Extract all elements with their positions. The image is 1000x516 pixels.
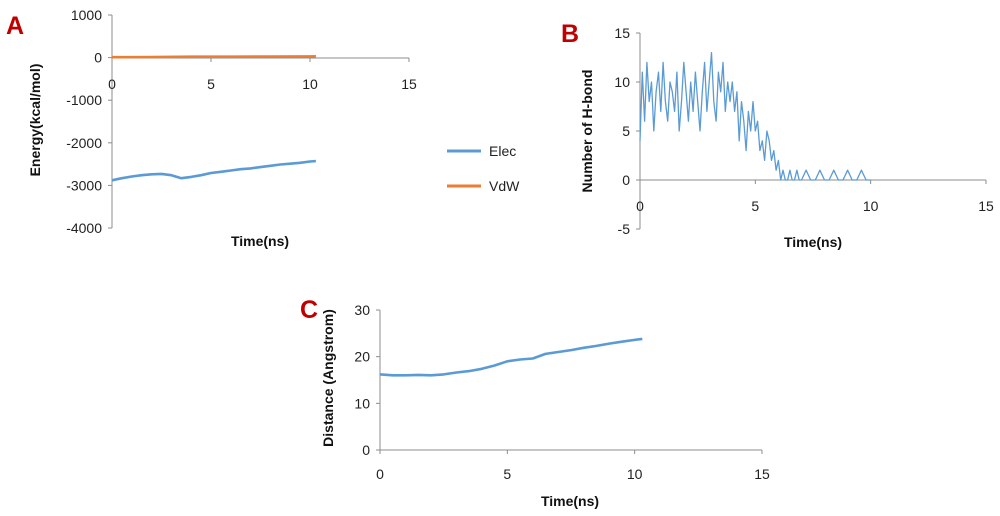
legend: Elec VdW: [447, 143, 520, 194]
y-tick-label: -4000: [66, 220, 102, 236]
x-tick-label: 10: [302, 76, 318, 92]
y-tick-label: 15: [614, 25, 630, 41]
panel-letter-a: A: [6, 12, 24, 40]
x-axis-title: Time(ns): [784, 234, 842, 250]
y-tick-label: 1000: [71, 7, 102, 23]
x-tick-label: 0: [376, 466, 384, 482]
x-tick-label: 5: [503, 466, 511, 482]
y-axis-title: Energy(kcal/mol): [27, 64, 43, 177]
y-axis-title: Number of H-bond: [579, 70, 595, 193]
y-tick-label: 5: [622, 123, 630, 139]
y-tick-label: -1000: [66, 92, 102, 108]
panel-a-energy-chart: A 1000 0 -1000 -2000 -3000 -4000 0 5 10 15 Energ…: [6, 7, 520, 249]
y-tick-label: 10: [354, 395, 370, 411]
y-tick-label: 30: [354, 302, 370, 318]
y-tick-labels: 30 20 10 0: [354, 302, 380, 458]
y-tick-label: 20: [354, 349, 370, 365]
series-line-elec: [111, 159, 316, 182]
x-tick-label: 5: [751, 198, 759, 214]
panel-letter-c: C: [300, 296, 318, 324]
y-tick-label: 0: [362, 442, 370, 458]
y-tick-label: 0: [622, 172, 630, 188]
series-line-distance: [379, 337, 643, 377]
y-tick-label: -5: [618, 221, 631, 237]
y-tick-labels: 15 10 5 0 -5: [614, 25, 640, 237]
y-axis-title: Distance (Angstrom): [320, 309, 336, 447]
y-tick-labels: 1000 0 -1000 -2000 -3000 -4000: [66, 7, 112, 236]
series-lines: [379, 337, 643, 377]
x-tick-label: 15: [754, 466, 770, 482]
series-lines: [111, 55, 316, 182]
x-tick-label: 5: [207, 76, 215, 92]
x-tick-label: 0: [636, 198, 644, 214]
y-tick-label: 10: [614, 74, 630, 90]
panel-b-hbond-chart: B 15 10 5 0 -5 0 5 10 15 Number of H-bond Time(…: [561, 20, 994, 250]
x-tick-labels: 0 5 10 15: [376, 450, 770, 482]
x-tick-label: 15: [978, 198, 994, 214]
y-tick-label: -2000: [66, 135, 102, 151]
panel-c-distance-chart: C 30 20 10 0 0 5 10 15 Distance (Angstrom) Tim…: [300, 296, 770, 509]
x-axis-title: Time(ns): [541, 493, 599, 509]
x-axis-title: Time(ns): [231, 233, 289, 249]
series-line-hbond: [639, 51, 871, 181]
x-tick-label: 10: [627, 466, 643, 482]
x-tick-labels: 0 5 10 15: [636, 180, 994, 214]
x-tick-label: 15: [401, 76, 417, 92]
legend-label-elec: Elec: [489, 143, 516, 159]
panel-letter-b: B: [561, 20, 579, 48]
y-tick-label: 0: [94, 50, 102, 66]
series-line-vdw: [111, 55, 316, 59]
x-tick-labels: 0 5 10 15: [108, 58, 417, 92]
legend-label-vdw: VdW: [489, 178, 520, 194]
x-tick-label: 10: [863, 198, 879, 214]
y-tick-label: -3000: [66, 177, 102, 193]
x-tick-label: 0: [108, 76, 116, 92]
series-lines: [639, 51, 871, 181]
